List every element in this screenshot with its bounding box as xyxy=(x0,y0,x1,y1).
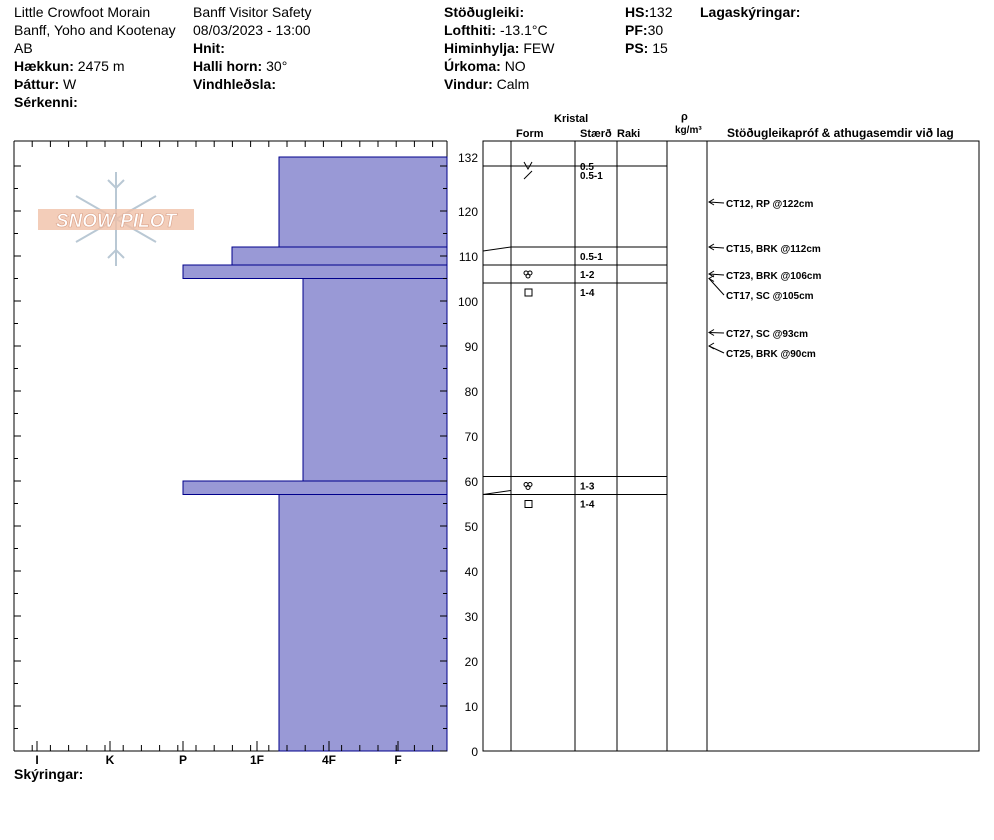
coords-label: Hnit: xyxy=(193,40,225,56)
hardness-bar-1 xyxy=(231,246,448,266)
test-pointer-line xyxy=(708,273,725,276)
depth-tick-label: 110 xyxy=(459,250,478,264)
hardness-bar-5 xyxy=(278,494,448,752)
faceted-icon xyxy=(524,288,533,297)
aspect: Þáttur: W xyxy=(14,76,77,92)
precip-icon xyxy=(523,161,533,171)
layer-connector xyxy=(482,246,512,252)
density-unit-header: kg/m³ xyxy=(675,125,702,136)
kristal-header: Kristal xyxy=(554,113,589,125)
logo-banner xyxy=(38,209,194,230)
hardness-scale-label: 1F xyxy=(250,753,264,767)
stability-test-label: CT27, SC @93cm xyxy=(726,329,808,340)
notes-label: Skýringar: xyxy=(14,766,84,782)
test-pointer-arrow xyxy=(708,329,715,336)
depth-tick-label: 70 xyxy=(465,430,479,444)
crystal-size-label: 1-4 xyxy=(580,288,595,299)
depth-tick-label: 132 xyxy=(458,151,478,165)
depth-tick-label: 0 xyxy=(471,745,478,759)
crystal-size-label: 0.5-1 xyxy=(580,252,603,263)
wind: Vindur: Calm xyxy=(444,76,530,92)
logo-text: SNOW PILOT xyxy=(56,211,178,232)
stability-test-label: CT17, SC @105cm xyxy=(726,291,814,302)
hs: HS:132 xyxy=(625,4,673,20)
stability-test-label: CT15, BRK @112cm xyxy=(726,244,821,255)
form-header: Form xyxy=(516,128,544,140)
air-temp: Lofthiti: -13.1°C xyxy=(444,22,548,38)
stability-test-label: CT12, RP @122cm xyxy=(726,199,813,210)
hardness-scale-label: F xyxy=(394,753,401,767)
rho-header: ρ xyxy=(681,111,688,123)
sky-cover: Himinhylja: FEW xyxy=(444,40,555,56)
melt-form-icon xyxy=(525,485,531,490)
layer-connector xyxy=(482,490,512,495)
hardness-bar-0 xyxy=(278,156,448,248)
depth-tick-label: 10 xyxy=(465,700,479,714)
layer-notes-label: Lagaskýringar: xyxy=(700,4,801,20)
moisture-header: Raki xyxy=(617,128,641,140)
stability-test-label: CT23, BRK @106cm xyxy=(726,271,821,282)
crystal-size-label: 1-3 xyxy=(580,482,595,493)
test-pointer-arrow xyxy=(708,275,715,282)
hardness-bar-4 xyxy=(182,480,448,495)
size-header: Stærð xyxy=(580,128,612,140)
depth-tick-label: 100 xyxy=(458,295,478,309)
observer: Banff Visitor Safety xyxy=(193,4,312,20)
location-name: Little Crowfoot Morain xyxy=(14,4,151,20)
wind-loading-label: Vindhleðsla: xyxy=(193,76,276,92)
hardness-scale-label: K xyxy=(106,753,115,767)
depth-tick-label: 90 xyxy=(465,340,479,354)
test-pointer-line xyxy=(708,278,725,296)
depth-tick-label: 20 xyxy=(465,655,479,669)
stability-test-label: CT25, BRK @90cm xyxy=(726,349,816,360)
test-pointer-arrow xyxy=(708,198,715,206)
region-name: Banff, Yoho and Kootenay xyxy=(14,22,176,38)
stability-label: Stöðugleiki: xyxy=(444,4,525,20)
decomposing-icon xyxy=(523,170,533,180)
test-pointer-line xyxy=(708,201,725,204)
pf: PF:30 xyxy=(625,22,664,38)
depth-tick-label: 30 xyxy=(465,610,479,624)
precipitation: Úrkoma: NO xyxy=(444,58,526,74)
melt-form-icon xyxy=(525,273,531,279)
hardness-bar-3 xyxy=(302,278,448,482)
slope: Halli horn: 30° xyxy=(193,58,288,74)
crystal-size-label: 0.5 xyxy=(580,162,594,173)
depth-tick-label: 50 xyxy=(465,520,479,534)
depth-tick-label: 40 xyxy=(465,565,479,579)
ps: PS: 15 xyxy=(625,40,668,56)
test-pointer-line xyxy=(708,332,725,334)
layer-table-frame xyxy=(482,140,980,752)
depth-tick-label: 120 xyxy=(458,205,478,219)
datetime: 08/03/2023 - 13:00 xyxy=(193,22,311,38)
crystal-size-label: 0.5-1 xyxy=(580,171,603,182)
tests-header: Stöðugleikapróf & athugasemdir við lag xyxy=(727,126,954,140)
hardness-scale-label: P xyxy=(179,753,187,767)
elevation: Hækkun: 2475 m xyxy=(14,58,125,74)
hardness-scale-label: 4F xyxy=(322,753,336,767)
depth-tick-label: 60 xyxy=(465,475,479,489)
crystal-size-label: 1-2 xyxy=(580,270,595,281)
hardness-bar-2 xyxy=(182,264,448,279)
hardness-scale-label: I xyxy=(35,753,38,767)
faceted-icon xyxy=(524,500,533,508)
province: AB xyxy=(14,40,33,56)
depth-tick-label: 80 xyxy=(465,385,479,399)
test-pointer-arrow xyxy=(708,342,715,350)
test-pointer-arrow xyxy=(708,243,715,251)
crystal-size-label: 1-4 xyxy=(580,500,595,511)
test-pointer-line xyxy=(708,246,725,249)
features-label: Sérkenni: xyxy=(14,94,78,110)
